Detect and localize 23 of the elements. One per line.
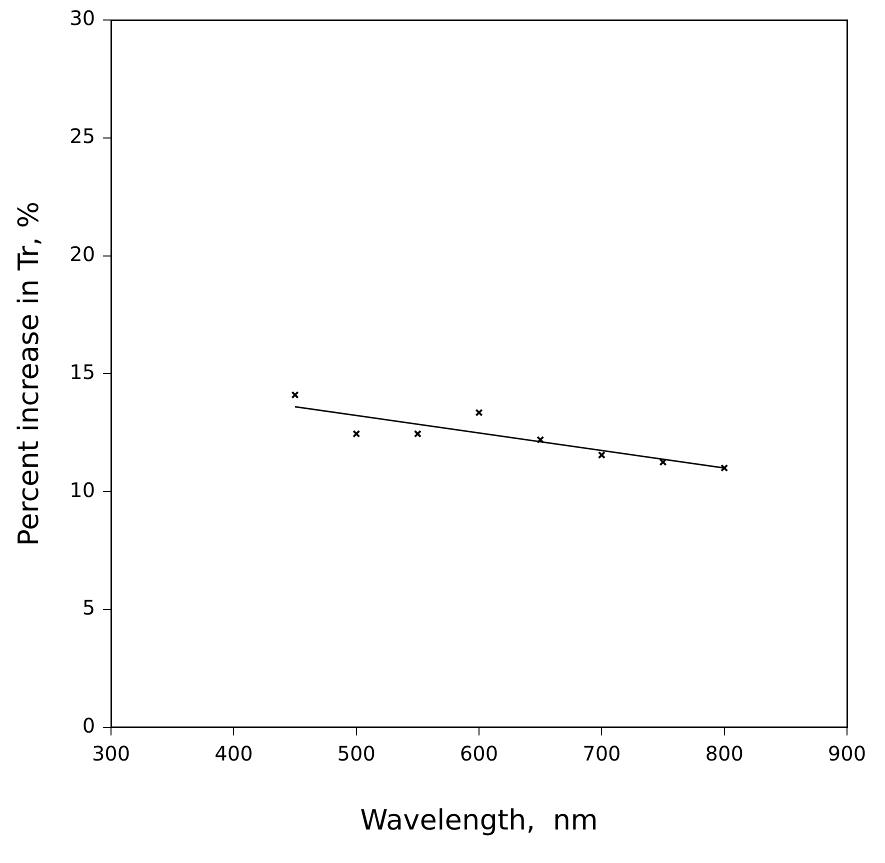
x-axis-title: Wavelength, nm bbox=[360, 803, 598, 836]
x-tick-label: 800 bbox=[705, 742, 744, 766]
x-tick-label: 400 bbox=[214, 742, 253, 766]
point bbox=[414, 430, 422, 438]
x-tick-label: 900 bbox=[828, 742, 866, 766]
x-tick-label: 300 bbox=[92, 742, 130, 766]
y-tick-label: 5 bbox=[82, 596, 96, 620]
y-tick-label: 0 bbox=[82, 714, 96, 738]
y-axis-title: Percent increase in Tr, % bbox=[12, 201, 46, 546]
y-tick-label: 15 bbox=[70, 360, 96, 384]
point bbox=[598, 451, 606, 459]
point bbox=[659, 458, 667, 466]
point bbox=[352, 430, 360, 438]
y-tick-label: 30 bbox=[70, 6, 96, 30]
y-tick-label: 10 bbox=[70, 478, 96, 502]
y-tick-label: 25 bbox=[70, 124, 96, 148]
point bbox=[536, 436, 544, 444]
point bbox=[291, 391, 299, 399]
x-tick-label: 600 bbox=[460, 742, 498, 766]
x-tick-label: 700 bbox=[582, 742, 621, 766]
y-tick-label: 20 bbox=[70, 242, 96, 266]
x-tick-label: 500 bbox=[337, 742, 376, 766]
point bbox=[475, 408, 483, 416]
